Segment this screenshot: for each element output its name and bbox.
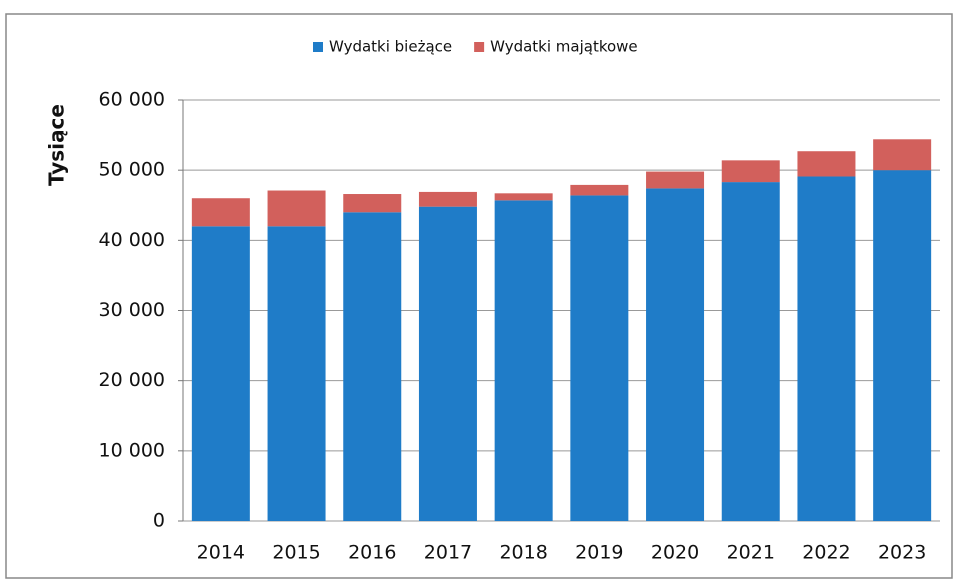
bar-segment <box>721 160 780 183</box>
bar-segment <box>873 139 932 171</box>
bar-segment <box>721 182 780 521</box>
x-tick-label: 2015 <box>272 542 320 564</box>
bar-segment <box>343 194 402 213</box>
x-tick-label: 2021 <box>727 542 775 564</box>
bar-segment <box>267 226 326 522</box>
bar-segment <box>191 226 250 522</box>
bar-segment <box>343 212 402 521</box>
y-tick-label: 30 000 <box>99 299 165 321</box>
y-tick-label: 50 000 <box>99 159 165 181</box>
bar-segment <box>494 193 553 201</box>
x-tick-label: 2020 <box>651 542 699 564</box>
bar-segment <box>570 184 629 196</box>
y-tick-label: 20 000 <box>99 369 165 391</box>
bar-segment <box>267 190 326 227</box>
bar-segment <box>494 200 553 522</box>
x-tick-label: 2019 <box>575 542 623 564</box>
y-tick-label: 60 000 <box>99 89 165 111</box>
x-tick-label: 2018 <box>499 542 547 564</box>
chart-frame <box>5 13 953 579</box>
x-tick-label: 2023 <box>878 542 926 564</box>
x-tick-label: 2017 <box>424 542 472 564</box>
legend-label: Wydatki bieżące <box>329 38 452 56</box>
legend-swatch <box>313 42 323 52</box>
bar-segment <box>797 151 856 177</box>
bar-segment <box>646 171 705 189</box>
y-tick-label: 10 000 <box>99 439 165 461</box>
x-tick-label: 2016 <box>348 542 396 564</box>
bar-segment <box>873 170 932 521</box>
legend-swatch <box>474 42 485 52</box>
bar-segment <box>646 188 705 521</box>
y-tick-label: 0 <box>153 510 165 532</box>
x-tick-label: 2014 <box>197 542 245 564</box>
bar-segment <box>191 198 250 227</box>
x-tick-label: 2022 <box>802 542 850 564</box>
y-tick-label: 40 000 <box>99 229 165 251</box>
bar-segment <box>418 191 477 207</box>
legend-label: Wydatki majątkowe <box>490 38 638 56</box>
bar-segment <box>570 195 629 521</box>
bar-segment <box>418 206 477 522</box>
y-axis-label: Tysiące <box>45 104 69 186</box>
bar-segment <box>797 176 856 521</box>
